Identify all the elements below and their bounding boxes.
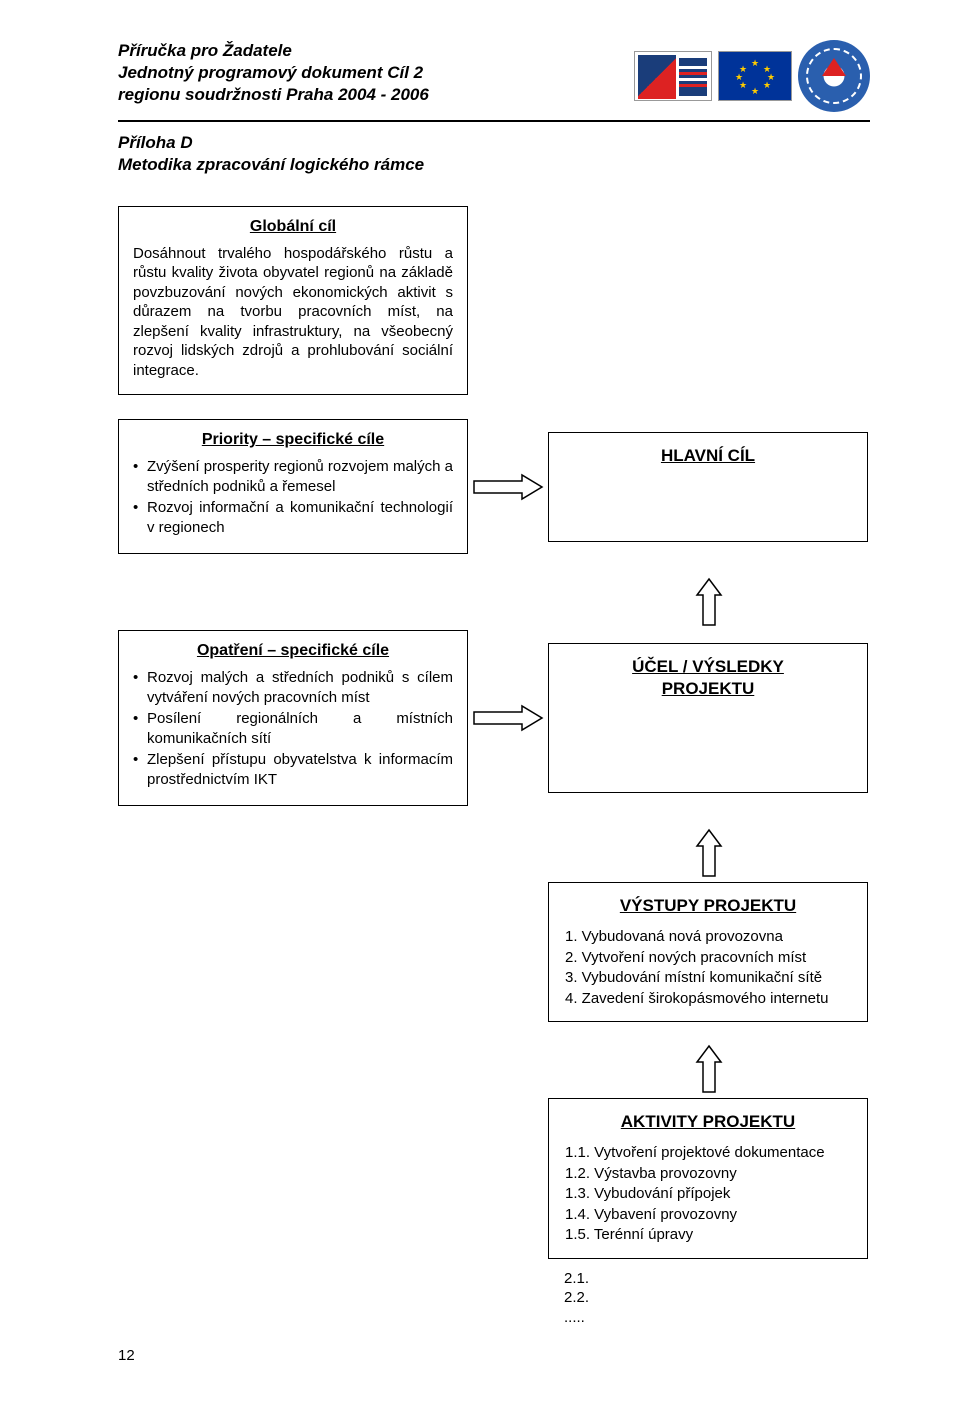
page-header: Příručka pro Žadatele Jednotný programov… [118, 40, 870, 112]
row-priority: Priority – specifické cíle Zvýšení prosp… [118, 419, 870, 554]
header-line-1: Příručka pro Žadatele [118, 40, 634, 62]
row-aktivity: AKTIVITY PROJEKTU 1.1. Vytvoření projekt… [118, 1098, 870, 1259]
arrow-up-icon [694, 577, 724, 633]
row-vystupy: VÝSTUPY PROJEKTU 1. Vybudovaná nová prov… [118, 882, 870, 1022]
row-uparrow-1 [118, 578, 870, 630]
arrow-up-icon [694, 828, 724, 884]
header-text: Příručka pro Žadatele Jednotný programov… [118, 40, 634, 106]
row-uparrow-2 [118, 830, 870, 882]
tail-item: 2.2. [564, 1288, 868, 1308]
header-logos: ★★ ★★ ★★ ★★ [634, 40, 870, 112]
list-item: 1.4. Vybavení provozovny [565, 1205, 851, 1225]
list-item: Zvýšení prosperity regionů rozvojem malý… [133, 457, 453, 496]
header-line-3: regionu soudržnosti Praha 2004 - 2006 [118, 84, 634, 106]
box-vystupy: VÝSTUPY PROJEKTU 1. Vybudovaná nová prov… [548, 882, 868, 1022]
page-number: 12 [118, 1346, 135, 1366]
logo-mmr-icon [798, 40, 870, 112]
global-body: Dosáhnout trvalého hospodářského růstu a… [133, 244, 453, 381]
aktivity-title: AKTIVITY PROJEKTU [565, 1111, 851, 1133]
list-item: 1.5. Terénní úpravy [565, 1225, 851, 1245]
tail-dots: ..... [564, 1308, 868, 1328]
arrow-right-icon [472, 472, 544, 502]
list-item: 1.2. Výstavba provozovny [565, 1164, 851, 1184]
header-line-2: Jednotný programový dokument Cíl 2 [118, 62, 634, 84]
sub-line-2: Metodika zpracování logického rámce [118, 154, 870, 176]
vystupy-title: VÝSTUPY PROJEKTU [565, 895, 851, 917]
opatreni-title: Opatření – specifické cíle [133, 641, 453, 662]
list-item: Zlepšení přístupu obyvatelstva k informa… [133, 750, 453, 789]
logo-eu-icon: ★★ ★★ ★★ ★★ [718, 51, 792, 101]
list-item: Rozvoj informační a komunikační technolo… [133, 498, 453, 537]
list-item: 1.3. Vybudování přípojek [565, 1184, 851, 1204]
global-title: Globální cíl [133, 217, 453, 238]
list-item: Posílení regionálních a místních komunik… [133, 709, 453, 748]
box-global: Globální cíl Dosáhnout trvalého hospodář… [118, 206, 468, 395]
list-item: 1. Vybudovaná nová provozovna [565, 927, 851, 947]
arrow-up-icon [694, 1044, 724, 1100]
row-uparrow-3 [118, 1046, 870, 1098]
box-hlavni-cil: HLAVNÍ CÍL [548, 432, 868, 542]
box-priority: Priority – specifické cíle Zvýšení prosp… [118, 419, 468, 554]
header-sub: Příloha D Metodika zpracování logického … [118, 132, 870, 176]
list-item: 1.1. Vytvoření projektové dokumentace [565, 1143, 851, 1163]
row-opatreni: Opatření – specifické cíle Rozvoj malých… [118, 630, 870, 806]
list-item: 2. Vytvoření nových pracovních míst [565, 948, 851, 968]
tail-item: 2.1. [564, 1269, 868, 1289]
row-aktivity-tail: 2.1. 2.2. ..... [118, 1269, 870, 1328]
ucel-title-1: ÚČEL / VÝSLEDKY [565, 656, 851, 678]
list-item: 3. Vybudování místní komunikační sítě [565, 968, 851, 988]
ucel-title-2: PROJEKTU [565, 678, 851, 700]
hlavni-title: HLAVNÍ CÍL [661, 445, 755, 467]
box-aktivity: AKTIVITY PROJEKTU 1.1. Vytvoření projekt… [548, 1098, 868, 1259]
box-ucel: ÚČEL / VÝSLEDKY PROJEKTU [548, 643, 868, 793]
list-item: Rozvoj malých a středních podniků s cíle… [133, 668, 453, 707]
row-global: Globální cíl Dosáhnout trvalého hospodář… [118, 206, 870, 395]
priority-title: Priority – specifické cíle [133, 430, 453, 451]
list-item: 4. Zavedení širokopásmového internetu [565, 989, 851, 1009]
sub-line-1: Příloha D [118, 132, 870, 154]
box-opatreni: Opatření – specifické cíle Rozvoj malých… [118, 630, 468, 806]
logo-prague-icon [634, 51, 712, 101]
diagram-content: Globální cíl Dosáhnout trvalého hospodář… [118, 206, 870, 1327]
arrow-right-icon [472, 703, 544, 733]
header-rule [118, 120, 870, 122]
